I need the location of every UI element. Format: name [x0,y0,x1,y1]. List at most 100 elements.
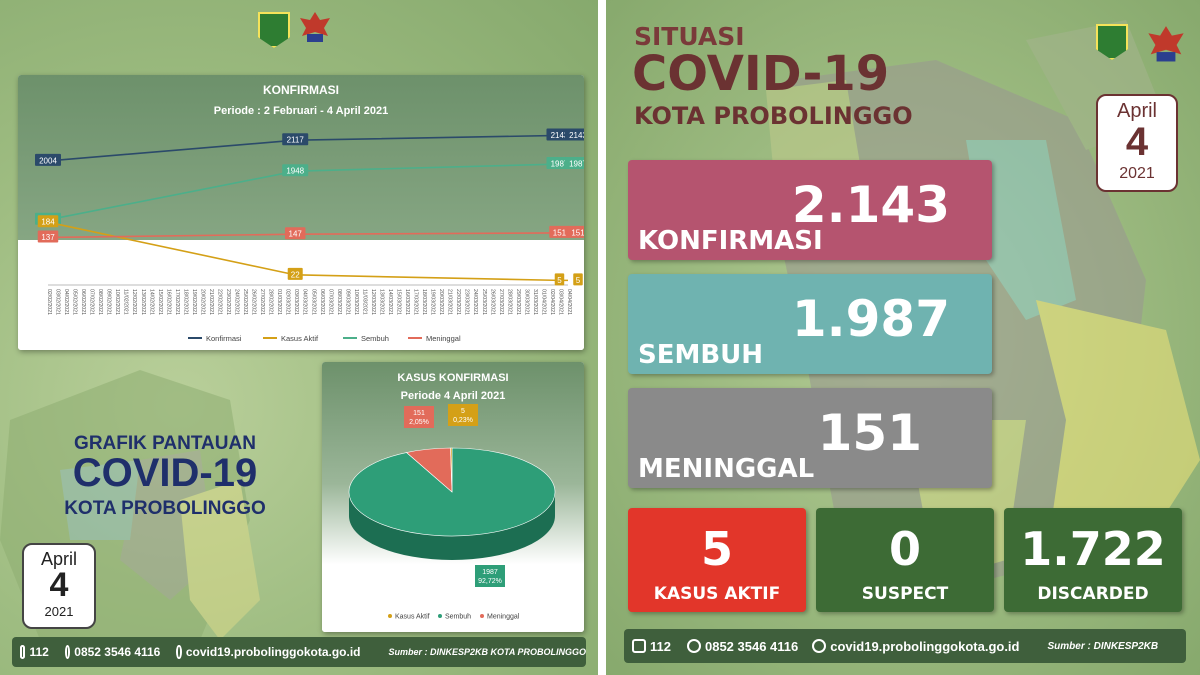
sembuh-card: 1.987 SEMBUH [628,274,992,374]
x-tick-label: 10/03/2021 [353,289,359,315]
emergency-icon [632,639,646,653]
chart-header [18,75,584,350]
phone-icon [686,639,701,653]
discarded-label: DISCARDED [1037,584,1149,604]
situasi-heading-line2: COVID-19 [632,46,890,102]
x-tick-label: 04/04/2021 [566,289,572,315]
website-link[interactable]: covid19.probolinggokota.go.id [185,645,361,659]
x-tick-label: 24/02/2021 [234,289,240,315]
data-label-box [282,133,309,146]
data-label: 147 [289,230,303,239]
date-day: 4 [1125,120,1149,164]
legend-label: Konfirmasi [206,334,242,343]
x-tick-label: 16/02/2021 [165,289,171,315]
website-link[interactable]: covid19.probolinggokota.go.id [830,638,1020,654]
x-tick-label: 03/04/2021 [557,289,563,315]
x-tick-label: 23/02/2021 [225,289,231,315]
data-label-box [549,225,570,238]
data-label-box [37,230,59,243]
chart-heading-line2: COVID-19 [72,451,258,495]
date-month: April [40,549,77,569]
x-tick-label: 08/03/2021 [336,289,342,315]
legend-swatch [388,614,392,618]
data-label-box [287,267,303,280]
kasus-aktif-value: 5 [700,522,733,576]
pie-label-percent: 0,23% [453,417,473,424]
line-chart-subtitle: Periode : 2 Februari - 4 April 2021 [213,105,389,117]
x-tick-label: 06/03/2021 [319,289,325,315]
x-tick-label: 30/03/2021 [523,289,529,315]
date-year: 2021 [1119,165,1155,182]
phone-number: 0852 3546 4116 [74,645,161,659]
x-tick-label: 15/02/2021 [157,289,163,315]
x-tick-label: 11/03/2021 [361,289,367,315]
x-tick-label: 28/03/2021 [506,289,512,315]
x-tick-label: 14/02/2021 [148,289,154,315]
x-tick-label: 20/02/2021 [199,289,205,315]
x-tick-label: 18/03/2021 [421,289,427,315]
emergency-number: 112 [29,645,49,659]
x-tick-label: 19/03/2021 [430,289,436,315]
pie-chart-title: KASUS KONFIRMASI [397,372,509,384]
data-label-box [554,273,565,286]
x-tick-label: 27/02/2021 [259,289,265,315]
emergency-icon [20,645,26,659]
discarded-card: 1.722 DISCARDED [1004,508,1182,612]
situasi-heading-line1: SITUASI [634,22,745,51]
pie-label-percent: 92,72% [478,578,502,585]
series-line-kasus-aktif [47,221,568,282]
suspect-card: 0 SUSPECT [816,508,994,612]
right-footer: 112 0852 3546 4116 covid19.probolinggoko… [624,629,1186,663]
phone-number: 0852 3546 4116 [704,638,799,654]
pie-chart-subtitle: Periode 4 April 2021 [400,390,506,402]
date-month: April [1116,100,1157,122]
pie-label-value: 1987 [482,569,498,576]
x-tick-label: 07/02/2021 [89,289,95,315]
legend-label: Kasus Aktif [395,614,430,621]
x-tick-label: 07/03/2021 [327,289,333,315]
suspect-label: SUSPECT [861,584,949,604]
data-label-box [282,164,309,177]
x-tick-label: 14/03/2021 [387,289,393,315]
legend-label: Meninggal [487,614,520,621]
konfirmasi-line-chart: KONFIRMASI Periode : 2 Februari - 4 Apri… [18,75,584,350]
x-tick-label: 26/02/2021 [251,289,257,315]
x-tick-label: 16/03/2021 [404,289,410,315]
line-chart-title: KONFIRMASI [263,83,339,97]
pie-label-percent: 2,05% [409,419,429,426]
source-text: Sumber : DINKESP2KB [1047,640,1159,652]
data-label: 1948 [286,167,304,176]
x-tick-label: 28/02/2021 [268,289,274,315]
x-tick-label: 27/03/2021 [498,289,504,315]
x-tick-label: 09/03/2021 [344,289,350,315]
x-tick-label: 13/02/2021 [140,289,146,315]
phone-icon [64,645,71,659]
x-tick-label: 24/03/2021 [472,289,478,315]
pie-slice-kasus-aktif [450,447,453,493]
data-label-box [565,128,584,141]
pie-label-box [475,565,505,587]
legend-label: Meninggal [426,334,461,343]
meninggal-value: 151 [817,404,922,462]
date-badge: April 4 2021 [1096,94,1178,192]
x-tick-label: 22/03/2021 [455,289,461,315]
x-tick-label: 18/02/2021 [182,289,188,315]
x-tick-label: 04/03/2021 [302,289,308,315]
sembuh-label: SEMBUH [638,340,764,370]
x-tick-label: 12/02/2021 [131,289,137,315]
data-label-box [284,227,306,240]
sembuh-value: 1.987 [791,290,950,348]
x-tick-label: 05/02/2021 [72,289,78,315]
x-tick-label: 08/02/2021 [97,289,103,315]
x-tick-label: 02/03/2021 [285,289,291,315]
right-panel: SITUASI COVID-19 KOTA PROBOLINGGO April … [606,0,1200,675]
x-tick-label: 01/04/2021 [540,289,546,315]
situasi-heading-line3: KOTA PROBOLINGGO [634,102,913,130]
left-panel: KONFIRMASI Periode : 2 Februari - 4 Apri… [0,0,598,675]
data-label: 5 [557,276,562,285]
data-label-box [35,153,61,166]
x-tick-label: 01/03/2021 [276,289,282,315]
x-tick-label: 23/03/2021 [464,289,470,315]
x-tick-label: 29/03/2021 [515,289,521,315]
date-year: 2021 [44,604,74,619]
